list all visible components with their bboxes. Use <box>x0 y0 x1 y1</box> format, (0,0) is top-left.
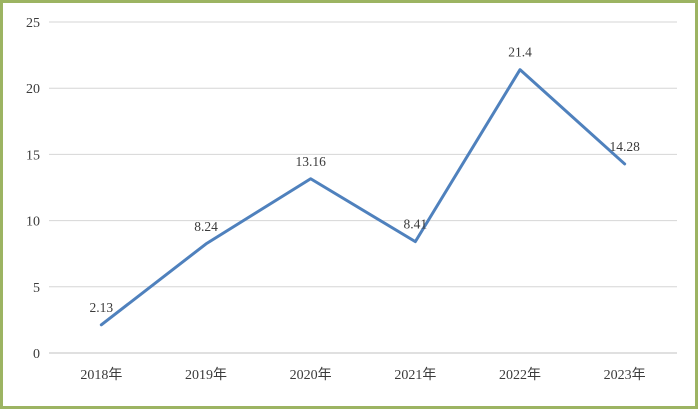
line-chart-canvas: 0 5 10 15 20 25 2018年 2019年 2020年 2021年 2022年 2023… <box>26 16 677 383</box>
x-tick-label: 2021年 <box>394 367 436 383</box>
data-point-label: 21.4 <box>508 45 532 60</box>
y-axis-tick-labels: 0 5 10 15 20 25 <box>26 16 40 362</box>
gridlines <box>49 21 677 354</box>
y-tick-label: 20 <box>26 82 40 97</box>
x-tick-label: 2019年 <box>185 367 227 383</box>
data-point-label: 8.24 <box>194 219 218 234</box>
data-point-label: 2.13 <box>90 300 114 315</box>
y-tick-label: 10 <box>26 215 40 230</box>
data-point-label: 8.41 <box>404 217 428 232</box>
y-tick-label: 15 <box>26 148 40 163</box>
data-point-label: 14.28 <box>609 139 640 154</box>
data-point-labels: 2.13 8.24 13.16 8.41 21.4 14.28 <box>90 45 641 315</box>
x-tick-label: 2023年 <box>604 367 646 383</box>
y-tick-label: 0 <box>33 347 40 362</box>
data-series-line <box>99 68 627 327</box>
x-tick-label: 2022年 <box>499 367 541 383</box>
x-tick-label: 2020年 <box>290 367 332 383</box>
x-tick-label: 2018年 <box>80 367 122 383</box>
x-axis-tick-labels: 2018年 2019年 2020年 2021年 2022年 2023年 <box>80 367 645 383</box>
y-tick-label: 25 <box>26 16 40 31</box>
data-point-label: 13.16 <box>295 154 326 169</box>
y-tick-label: 5 <box>33 281 40 296</box>
